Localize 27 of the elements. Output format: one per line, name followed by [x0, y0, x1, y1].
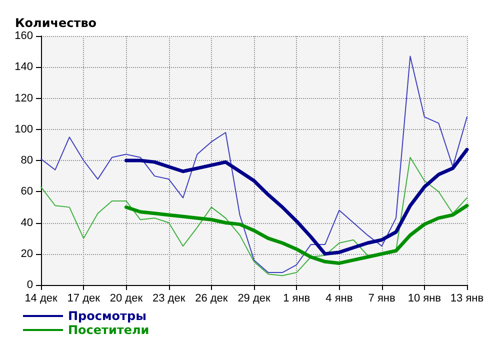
y-tick-label: 60	[20, 186, 33, 198]
x-tick-label: 20 дек	[110, 292, 143, 304]
y-tick-label: 0	[26, 279, 33, 291]
y-tick-label: 40	[20, 216, 33, 229]
x-tick-label: 23 дек	[152, 292, 186, 304]
y-axis-title: Количество	[15, 16, 97, 30]
x-tick-label: 4 янв	[326, 292, 353, 304]
x-tick-label: 26 дек	[195, 292, 228, 304]
x-tick-label: 14 дек	[24, 292, 58, 304]
line-series	[40, 156, 468, 276]
y-tick-label: 160	[14, 30, 33, 42]
y-tick-label: 100	[14, 123, 33, 136]
x-tick-label: 10 янв	[408, 292, 442, 304]
x-tick-label: 17 дек	[67, 292, 100, 304]
y-tick-label: 140	[14, 61, 33, 74]
line-series	[124, 204, 469, 265]
y-tick-label: 80	[20, 154, 33, 166]
legend-label: Посетители	[68, 323, 150, 337]
line-series	[124, 148, 469, 256]
line-series	[40, 56, 468, 274]
x-tick-label: 7 янв	[368, 292, 396, 304]
y-tick-label: 20	[20, 248, 33, 260]
x-tick-label: 13 янв	[450, 292, 484, 304]
legend-label: Просмотры	[68, 309, 146, 323]
x-tick-label: 29 дек	[238, 292, 271, 304]
y-tick-label: 120	[14, 92, 33, 104]
x-tick-label: 1 янв	[283, 292, 310, 304]
